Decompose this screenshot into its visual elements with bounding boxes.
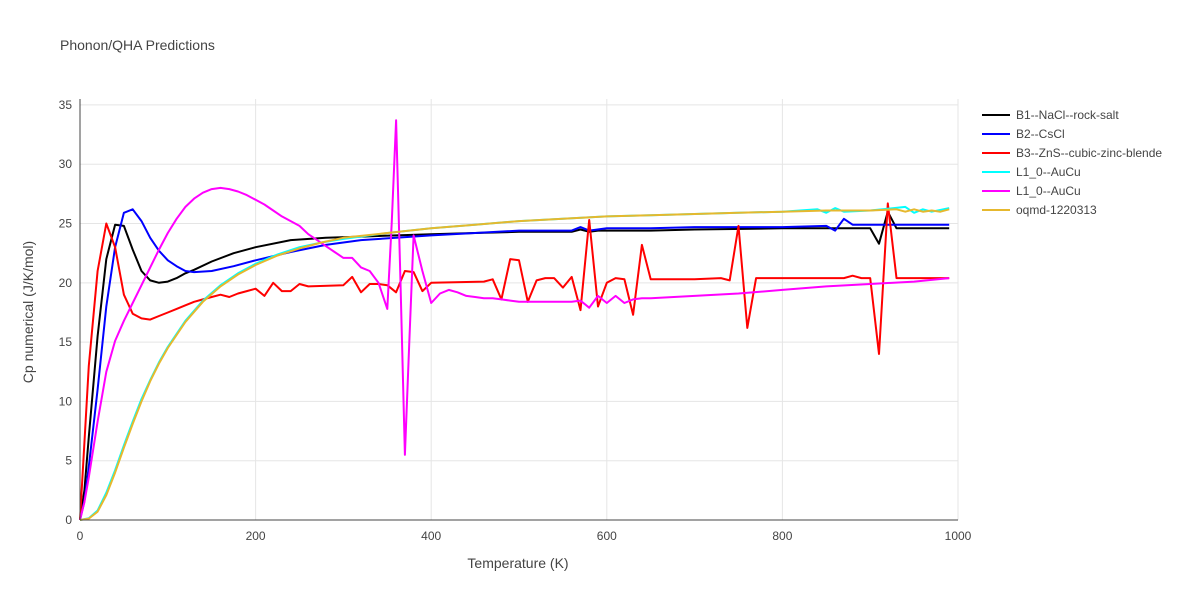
y-tick-label: 30 — [59, 157, 73, 171]
y-tick-label: 20 — [59, 276, 73, 290]
legend-label: B1--NaCl--rock-salt — [1016, 108, 1119, 122]
grid-lines — [80, 99, 959, 520]
legend-label: oqmd-1220313 — [1016, 203, 1097, 217]
y-tick-label: 5 — [65, 454, 72, 468]
y-tick-label: 10 — [59, 394, 73, 408]
series-line-4 — [79, 119, 950, 521]
x-tick-label: 400 — [421, 529, 441, 543]
series-line-0 — [79, 210, 950, 521]
series-line-1 — [79, 208, 950, 521]
chart-title: Phonon/QHA Predictions — [60, 37, 215, 53]
y-tick-label: 35 — [59, 98, 73, 112]
legend: B1--NaCl--rock-salt B2--CsCl B3--ZnS--cubi… — [982, 108, 1162, 217]
plot-area — [79, 119, 950, 521]
x-axis-title: Temperature (K) — [467, 555, 568, 571]
legend-label: B3--ZnS--cubic-zinc-blende — [1016, 146, 1162, 160]
legend-label: L1_0--AuCu — [1016, 184, 1081, 198]
series-line-5 — [79, 208, 950, 521]
x-tick-label: 600 — [597, 529, 617, 543]
y-tick-label: 25 — [59, 217, 73, 231]
series-line-2 — [79, 202, 950, 521]
legend-label: B2--CsCl — [1016, 127, 1065, 141]
x-tick-label: 800 — [772, 529, 792, 543]
x-tick-label: 1000 — [945, 529, 972, 543]
axes: 0 200 400 600 800 1000 0 5 10 15 20 25 30 35 — [59, 98, 972, 543]
y-tick-label: 15 — [59, 335, 73, 349]
series-line-3 — [79, 205, 950, 521]
x-tick-label: 0 — [77, 529, 84, 543]
x-tick-label: 200 — [246, 529, 266, 543]
legend-label: L1_0--AuCu — [1016, 165, 1081, 179]
y-axis-title: Cp numerical (J/K/mol) — [20, 241, 36, 383]
y-tick-label: 0 — [65, 513, 72, 527]
